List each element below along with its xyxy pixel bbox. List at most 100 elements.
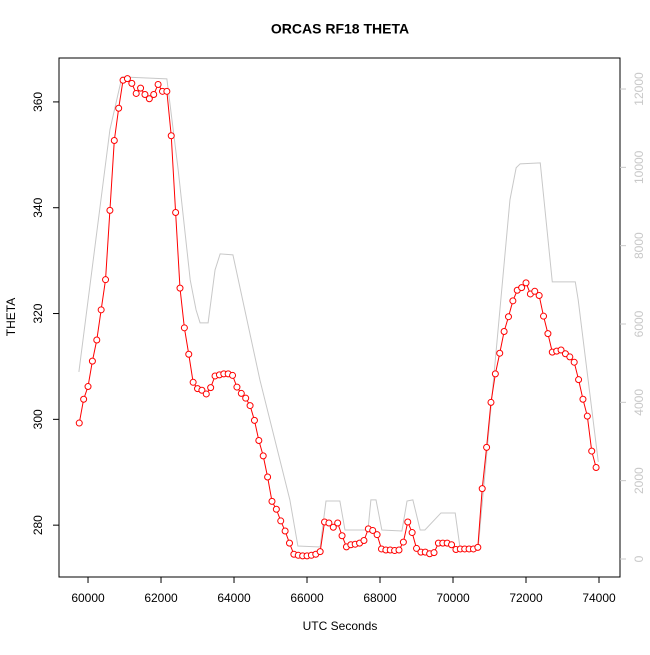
point	[198, 386, 206, 394]
point	[588, 447, 596, 455]
x-tick-label: 66000	[290, 591, 324, 605]
point	[487, 398, 495, 406]
point	[172, 208, 180, 216]
point	[88, 357, 96, 365]
point	[180, 324, 188, 332]
point	[84, 383, 92, 391]
point	[535, 292, 543, 300]
point	[242, 394, 250, 402]
point	[93, 336, 101, 344]
y-tick-label: 280	[31, 515, 45, 535]
y2-tick-label: 2000	[632, 467, 646, 494]
point	[557, 346, 565, 354]
point	[329, 523, 337, 531]
point	[250, 416, 258, 424]
x-tick-label: 72000	[509, 591, 543, 605]
point	[102, 276, 110, 284]
point	[413, 544, 421, 552]
point	[395, 546, 403, 554]
point	[141, 91, 149, 99]
point	[264, 473, 272, 481]
point	[97, 306, 105, 314]
point	[255, 437, 263, 445]
point	[448, 541, 456, 549]
point	[518, 284, 526, 292]
point	[185, 350, 193, 358]
x-tick-label: 74000	[582, 591, 616, 605]
point	[106, 206, 114, 214]
point	[281, 527, 289, 535]
point	[496, 349, 504, 357]
point	[504, 313, 512, 321]
point	[483, 443, 491, 451]
y-tick-label: 340	[31, 197, 45, 217]
point	[259, 452, 267, 460]
point	[123, 75, 131, 83]
x-tick-label: 64000	[217, 591, 251, 605]
x-tick-label: 70000	[436, 591, 470, 605]
point	[360, 536, 368, 544]
point	[145, 95, 153, 103]
point	[246, 402, 254, 410]
point	[189, 378, 197, 386]
point	[531, 287, 539, 295]
point	[334, 519, 342, 527]
y-tick-label: 360	[31, 92, 45, 112]
point	[399, 538, 407, 546]
point	[540, 312, 548, 320]
point	[80, 395, 88, 403]
y-tick-label: 320	[31, 303, 45, 323]
point	[137, 84, 145, 92]
y2-tick-label: 6000	[632, 310, 646, 337]
point	[233, 383, 241, 391]
series-line	[78, 76, 599, 548]
point	[544, 330, 552, 338]
plot-frame	[58, 57, 621, 578]
point	[522, 279, 530, 287]
point	[277, 517, 285, 525]
point	[500, 328, 508, 336]
point	[583, 412, 591, 420]
point	[369, 526, 377, 534]
point	[115, 104, 123, 112]
point	[229, 371, 237, 379]
point	[154, 80, 162, 88]
point	[478, 485, 486, 493]
point	[110, 137, 118, 145]
y2-tick-label: 0	[632, 555, 646, 562]
y2-tick-label: 12000	[632, 72, 646, 106]
x-tick-label: 62000	[144, 591, 178, 605]
point	[338, 532, 346, 540]
x-axis-label: UTC Seconds	[303, 619, 378, 633]
x-tick-label: 60000	[71, 591, 105, 605]
point	[404, 518, 412, 526]
point	[491, 370, 499, 378]
y2-tick-label: 4000	[632, 389, 646, 416]
x-tick-label: 68000	[363, 591, 397, 605]
chart-title: ORCAS RF18 THETA	[271, 21, 409, 37]
y-tick-label: 300	[31, 409, 45, 429]
point	[150, 91, 158, 99]
point	[316, 548, 324, 556]
point	[202, 390, 210, 398]
point	[408, 529, 416, 537]
point	[268, 497, 276, 505]
point	[75, 419, 83, 427]
y2-tick-label: 10000	[632, 150, 646, 184]
y2-tick-label: 8000	[632, 232, 646, 259]
point	[128, 79, 136, 87]
point	[575, 376, 583, 384]
point	[373, 531, 381, 539]
point	[207, 384, 215, 392]
point	[167, 132, 175, 140]
point	[285, 539, 293, 547]
point	[176, 284, 184, 292]
point	[430, 549, 438, 557]
point	[566, 353, 574, 361]
point	[272, 505, 280, 513]
point	[163, 87, 171, 95]
point	[570, 358, 578, 366]
point	[132, 89, 140, 97]
